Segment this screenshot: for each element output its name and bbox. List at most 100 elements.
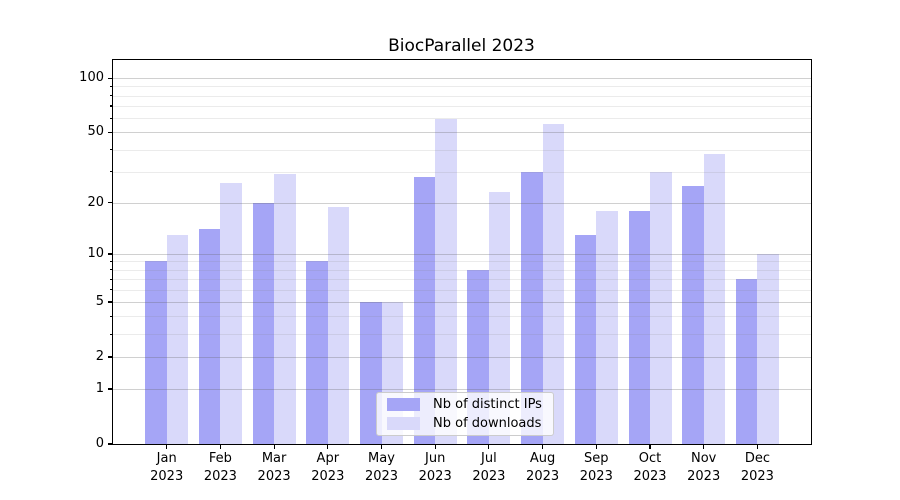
y-tick-label-100: 100: [79, 70, 104, 86]
gridline-major-1: [113, 389, 811, 391]
y-tick-label-1: 1: [95, 381, 104, 397]
y-tick-100: [108, 77, 113, 79]
bar-dec-downloads: [757, 253, 779, 444]
y-minor-tick-40: [110, 149, 113, 151]
x-tick-dec: [756, 444, 758, 449]
y-tick-1: [108, 388, 113, 390]
bar-dec-distinct-ips: [735, 279, 758, 444]
chart-title: BiocParallel 2023: [388, 36, 535, 56]
bar-jun-distinct-ips: [413, 177, 436, 444]
y-tick-10: [108, 253, 113, 255]
bar-apr-distinct-ips: [306, 261, 328, 444]
bar-jan-distinct-ips: [145, 261, 167, 444]
gridline-minor-70: [113, 106, 811, 108]
bar-jul-downloads: [488, 192, 511, 444]
bar-mar-downloads: [274, 174, 296, 444]
bar-sep-distinct-ips: [574, 234, 597, 444]
x-tick-label-aug: Aug 2023: [526, 451, 560, 484]
bar-nov-downloads: [703, 153, 726, 444]
x-tick-mar: [273, 444, 275, 449]
y-minor-tick-6: [110, 289, 113, 291]
bar-jun-downloads: [435, 119, 457, 444]
gridline-major-2: [113, 356, 811, 358]
x-tick-feb: [219, 444, 221, 449]
x-tick-label-feb: Feb 2023: [203, 451, 237, 484]
y-tick-0: [108, 443, 113, 445]
x-tick-apr: [327, 444, 329, 449]
bar-apr-downloads: [327, 206, 350, 444]
x-tick-may: [380, 444, 383, 449]
y-minor-tick-30: [110, 171, 113, 173]
plot-area: [113, 60, 811, 444]
x-tick-sep: [595, 444, 597, 449]
legend-label-distinct-ips: Nb of distinct IPs: [433, 397, 542, 412]
y-minor-tick-7: [110, 278, 113, 280]
legend-label-downloads: Nb of downloads: [433, 416, 542, 431]
bar-feb-downloads: [220, 182, 242, 444]
bar-nov-distinct-ips: [682, 185, 704, 444]
y-tick-label-0: 0: [95, 436, 104, 451]
gridline-major-20: [113, 202, 811, 204]
legend-swatch-downloads: [387, 417, 420, 430]
gridline-minor-4: [113, 316, 811, 318]
bar-aug-downloads: [542, 123, 565, 444]
y-tick-label-50: 50: [87, 124, 104, 140]
gridline-major-5: [113, 301, 811, 303]
x-tick-label-may: May 2023: [364, 451, 399, 484]
bar-oct-distinct-ips: [628, 210, 650, 444]
gridline-minor-30: [113, 171, 811, 173]
gridline-minor-3: [113, 334, 811, 336]
legend-item-downloads: Nb of downloads: [387, 416, 553, 431]
gridline-minor-80: [113, 95, 811, 97]
y-tick-label-10: 10: [87, 245, 104, 261]
x-tick-label-sep: Sep 2023: [579, 451, 613, 484]
y-tick-5: [108, 301, 113, 303]
x-tick-label-jul: Jul 2023: [472, 451, 506, 484]
y-tick-label-2: 2: [95, 348, 104, 364]
y-minor-tick-4: [110, 315, 113, 317]
legend-item-distinct-ips: Nb of distinct IPs: [387, 397, 553, 412]
bar-sep-downloads: [596, 210, 618, 444]
x-tick-label-apr: Apr 2023: [311, 451, 345, 484]
x-tick-label-jan: Jan 2023: [150, 451, 184, 484]
x-tick-label-dec: Dec 2023: [740, 451, 774, 484]
gridline-major-100: [113, 78, 811, 80]
y-minor-tick-8: [110, 269, 113, 271]
gridline-major-10: [113, 253, 811, 255]
x-tick-aug: [542, 444, 544, 449]
bar-aug-distinct-ips: [521, 171, 543, 444]
y-tick-50: [108, 131, 113, 133]
y-tick-label-5: 5: [95, 293, 104, 309]
gridline-minor-8: [113, 269, 811, 271]
gridline-minor-6: [113, 289, 811, 291]
x-tick-jul: [488, 444, 490, 449]
y-tick-label-20: 20: [87, 194, 104, 210]
y-tick-20: [108, 202, 113, 204]
gridline-minor-60: [113, 118, 811, 120]
y-minor-tick-3: [110, 333, 113, 335]
x-tick-label-nov: Nov 2023: [687, 451, 721, 484]
x-tick-label-mar: Mar 2023: [257, 451, 291, 484]
x-tick-oct: [649, 444, 651, 449]
y-minor-tick-70: [110, 105, 113, 107]
y-minor-tick-60: [110, 117, 113, 119]
bar-oct-downloads: [650, 171, 672, 444]
x-tick-label-oct: Oct 2023: [633, 451, 667, 484]
legend: Nb of distinct IPs Nb of downloads: [376, 392, 554, 436]
y-tick-2: [108, 356, 113, 358]
x-tick-jan: [166, 444, 168, 449]
gridline-minor-7: [113, 279, 811, 281]
x-tick-label-jun: Jun 2023: [418, 451, 452, 484]
x-tick-jun: [434, 444, 436, 449]
y-minor-tick-9: [110, 260, 113, 263]
legend-swatch-distinct-ips: [387, 398, 420, 411]
y-minor-tick-90: [110, 85, 113, 87]
bar-jan-downloads: [166, 234, 189, 444]
bar-feb-distinct-ips: [198, 229, 221, 444]
y-minor-tick-80: [110, 95, 113, 97]
x-tick-nov: [703, 444, 705, 449]
gridline-minor-9: [113, 261, 811, 263]
gridline-major-50: [113, 132, 811, 134]
gridline-minor-40: [113, 149, 811, 151]
